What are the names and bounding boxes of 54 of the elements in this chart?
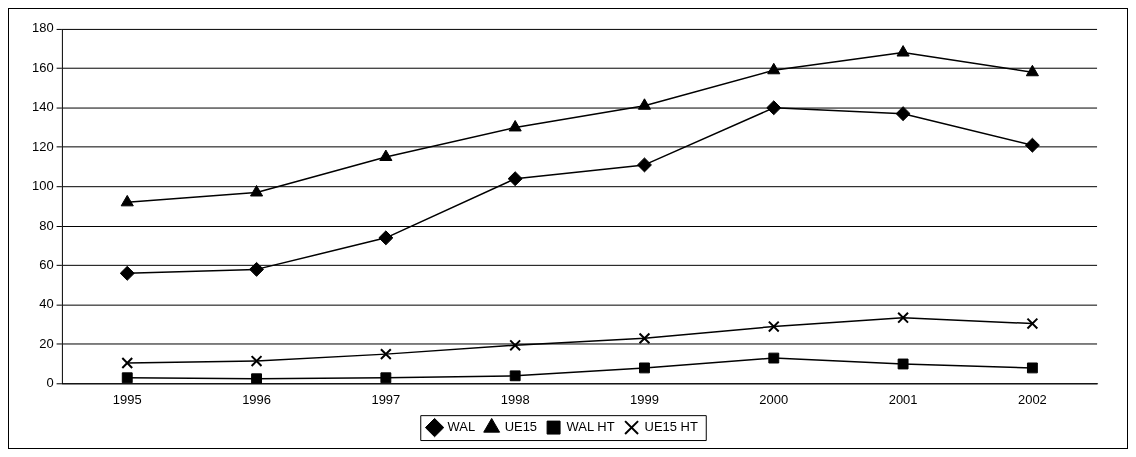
x-tick-label: 1999 [630, 392, 659, 407]
x-tick-label: 2000 [759, 392, 789, 407]
point [768, 352, 780, 364]
point [897, 311, 910, 324]
y-tick-label: 180 [31, 20, 54, 36]
point [767, 62, 781, 75]
point [638, 332, 651, 345]
point [1024, 137, 1040, 153]
y-tick-label: 160 [31, 59, 54, 75]
point [119, 265, 135, 281]
point [250, 185, 264, 197]
legend-label: WAL [447, 419, 476, 435]
legend-label: UE15 [504, 419, 538, 435]
x-tick-label: 1997 [371, 392, 401, 407]
y-tick-label: 60 [39, 257, 54, 272]
legend-label: WAL HT [566, 419, 615, 435]
point [637, 98, 652, 110]
legend-label: UE15 HT [644, 419, 698, 435]
point [895, 106, 911, 122]
y-tick-label: 100 [31, 178, 54, 194]
point [121, 372, 133, 384]
point [767, 320, 780, 333]
point [507, 171, 523, 187]
point [120, 194, 134, 207]
y-tick-label: 0 [46, 375, 54, 391]
point [509, 339, 522, 352]
x-tick-label: 2002 [1017, 392, 1047, 407]
point [896, 45, 910, 57]
point [379, 149, 393, 162]
point [249, 261, 265, 277]
point [508, 119, 522, 132]
point [1026, 317, 1039, 330]
x-tick-label: 1995 [112, 392, 142, 407]
point [251, 373, 262, 384]
point [378, 230, 394, 246]
x-tick-label: 2001 [888, 392, 918, 407]
point [897, 358, 909, 370]
point [1025, 64, 1039, 77]
point [121, 357, 134, 369]
point [1026, 362, 1038, 374]
point [639, 362, 650, 374]
point [509, 370, 521, 382]
x-tick-label: 1998 [500, 392, 530, 407]
point [766, 100, 782, 116]
x-tick-label: 1996 [242, 392, 271, 407]
point [379, 348, 392, 361]
point [250, 355, 263, 367]
y-tick-label: 120 [31, 138, 54, 154]
y-tick-label: 80 [39, 217, 54, 233]
y-tick-label: 140 [31, 99, 54, 115]
y-tick-label: 40 [39, 296, 54, 312]
point [380, 372, 392, 384]
point [636, 157, 652, 173]
y-tick-label: 20 [39, 335, 54, 351]
